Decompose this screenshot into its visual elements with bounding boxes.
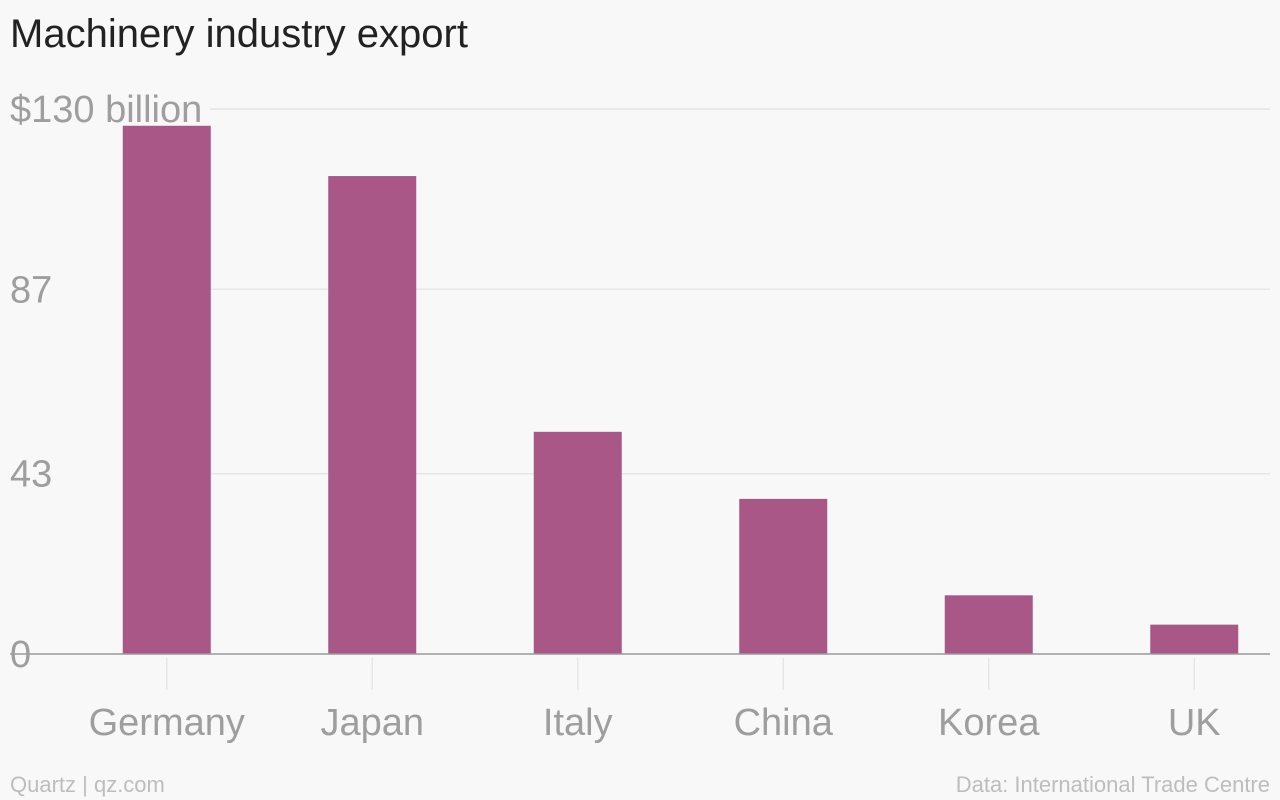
bar-japan [328, 176, 417, 655]
bar-italy [533, 431, 622, 654]
y-tick-label-1: 43 [10, 454, 52, 496]
x-tick-label-italy: Italy [543, 702, 613, 744]
x-tick-labels: Germany Japan Italy China Korea UK [89, 702, 1221, 744]
x-tick-label-uk: UK [1168, 702, 1221, 744]
bar-uk [1150, 624, 1239, 654]
footer-source-brand: Quartz | qz.com [10, 772, 165, 797]
x-tick-label-germany: Germany [89, 702, 245, 744]
footer-data-credit: Data: International Trade Centre [955, 772, 1270, 797]
y-tick-label-0: 0 [10, 634, 31, 676]
x-axis [10, 653, 1270, 690]
chart-title: Machinery industry export [10, 12, 468, 56]
bar-china [739, 498, 828, 654]
y-tick-labels: 0 43 87 $130 billion [10, 89, 202, 676]
x-tick-label-korea: Korea [938, 702, 1040, 744]
bar-germany [122, 125, 211, 655]
bar-korea [944, 595, 1033, 654]
bars [122, 125, 1239, 655]
x-tick-label-japan: Japan [320, 702, 424, 744]
x-tick-label-china: China [734, 702, 834, 744]
y-tick-label-3: $130 billion [10, 89, 202, 131]
y-tick-label-2: 87 [10, 269, 52, 311]
